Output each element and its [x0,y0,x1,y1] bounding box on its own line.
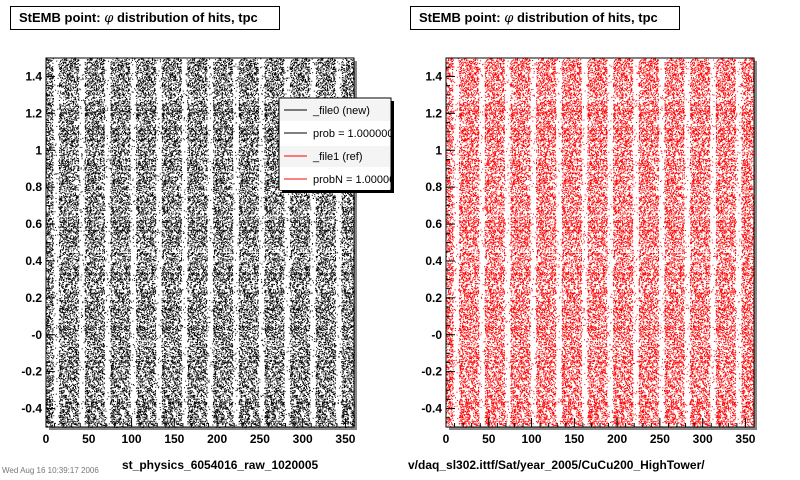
y-tick-label: 0.6 [25,217,42,231]
right-title-prefix: StEMB point: [419,10,505,25]
x-tick-label: 0 [43,432,50,446]
footer-timestamp: Wed Aug 16 10:39:17 2006 [2,466,99,475]
left-x-axis-label: st_physics_6054016_raw_1020005 [122,458,319,472]
y-tick-label: 1.4 [25,69,42,83]
left-title-phi: φ [104,11,114,26]
left-title-suffix: distribution of hits, tpc [113,10,258,25]
y-tick-label: 0.2 [425,291,442,305]
legend-row-bg [280,146,390,167]
right-pad-title: StEMB point: φ distribution of hits, tpc [410,6,680,30]
y-tick-label: 0.4 [25,254,42,268]
y-tick-label: 0.8 [425,180,442,194]
y-tick-label: 1.4 [425,69,442,83]
y-tick-label: -0 [431,328,442,342]
x-tick-label: 0 [443,432,450,446]
x-tick-label: 100 [122,432,142,446]
x-tick-label: 100 [522,432,542,446]
y-tick-label: 0.8 [25,180,42,194]
scatter-points-1 [446,58,755,428]
y-tick-label: 1.2 [25,106,42,120]
y-tick-label: -0 [31,328,42,342]
scatter-series-1 [446,58,755,428]
y-tick-label: 0.4 [425,254,442,268]
x-tick-label: 300 [293,432,313,446]
legend-label: prob = 1.000000 [313,128,393,140]
legend-label: _file0 (new) [312,105,370,117]
legend-row-bg [280,100,390,121]
x-tick-label: 150 [564,432,584,446]
y-tick-label: 1 [435,143,442,157]
x-tick-label: 350 [335,432,355,446]
x-tick-label: 50 [482,432,496,446]
y-tick-label: -0.2 [421,365,442,379]
x-tick-label: 200 [207,432,227,446]
x-tick-label: 50 [82,432,96,446]
legend-label: _file1 (ref) [312,151,363,163]
x-tick-label: 250 [650,432,670,446]
scatter-points-0 [46,58,355,428]
right-x-axis-label: v/daq_sl302.ittf/Sat/year_2005/CuCu200_H… [408,458,705,472]
y-tick-label: 0.6 [425,217,442,231]
y-tick-label: -0.2 [21,365,42,379]
left-pad-title: StEMB point: φ distribution of hits, tpc [10,6,280,30]
left-title-prefix: StEMB point: [19,10,105,25]
right-title-phi: φ [504,11,514,26]
legend-row-bg [280,123,390,144]
x-tick-label: 350 [735,432,755,446]
y-tick-label: -0.4 [421,402,442,416]
x-tick-label: 150 [164,432,184,446]
x-tick-label: 300 [693,432,713,446]
x-tick-label: 250 [250,432,270,446]
y-tick-label: 0.2 [25,291,42,305]
legend-label: probN = 1.000000 [313,174,401,186]
x-tick-label: 200 [607,432,627,446]
y-tick-label: 1.2 [425,106,442,120]
y-tick-label: 1 [35,143,42,157]
scatter-series-0 [46,58,355,428]
right-title-suffix: distribution of hits, tpc [513,10,658,25]
legend-row-bg [280,169,390,190]
y-tick-label: -0.4 [21,402,42,416]
